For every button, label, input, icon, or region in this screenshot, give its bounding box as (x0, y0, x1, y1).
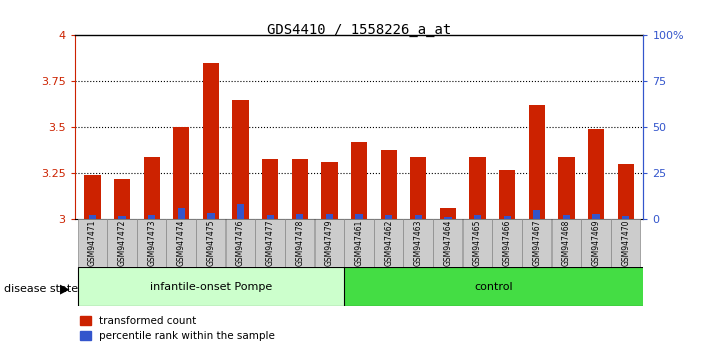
Bar (582, 219, 611, 267)
Bar (314, 219, 344, 267)
Bar (321, 162, 338, 219)
Text: GDS4410 / 1558226_a_at: GDS4410 / 1558226_a_at (267, 23, 451, 37)
Bar (380, 149, 397, 219)
Bar (622, 216, 629, 219)
Text: GSM947476: GSM947476 (236, 219, 245, 266)
Bar (326, 214, 333, 219)
Bar (114, 179, 130, 219)
Bar (226, 219, 255, 267)
Bar (588, 129, 604, 219)
Text: GSM947477: GSM947477 (266, 219, 274, 266)
Bar (533, 210, 540, 219)
Bar (267, 216, 274, 219)
Text: GSM947470: GSM947470 (621, 219, 630, 266)
Bar (503, 216, 510, 219)
Bar (522, 219, 551, 267)
Text: GSM947471: GSM947471 (88, 219, 97, 266)
Bar (262, 159, 278, 219)
Bar (374, 219, 403, 267)
Text: GSM947461: GSM947461 (355, 219, 363, 266)
Bar (166, 219, 196, 267)
Text: GSM947465: GSM947465 (473, 219, 482, 266)
Text: GSM947479: GSM947479 (325, 219, 334, 266)
Text: GSM947463: GSM947463 (414, 219, 423, 266)
Bar (558, 157, 574, 219)
Bar (77, 219, 107, 267)
Bar (592, 214, 599, 219)
Text: disease state: disease state (4, 284, 77, 293)
Bar (410, 157, 427, 219)
Bar (119, 216, 126, 219)
Text: GSM947478: GSM947478 (295, 219, 304, 266)
Text: GSM947468: GSM947468 (562, 219, 571, 266)
Bar (255, 219, 284, 267)
Bar (529, 105, 545, 219)
Bar (344, 267, 643, 306)
Bar (618, 164, 634, 219)
Bar (77, 267, 346, 306)
Bar (208, 213, 215, 219)
Bar (137, 219, 166, 267)
Bar (440, 209, 456, 219)
Text: GSM947474: GSM947474 (177, 219, 186, 266)
Bar (499, 170, 515, 219)
Text: GSM947472: GSM947472 (117, 219, 127, 266)
Bar (385, 215, 392, 219)
Text: GSM947467: GSM947467 (533, 219, 541, 266)
Bar (474, 216, 481, 219)
Bar (292, 159, 308, 219)
Legend: transformed count, percentile rank within the sample: transformed count, percentile rank withi… (76, 312, 279, 345)
Bar (492, 219, 522, 267)
Bar (404, 219, 433, 267)
Bar (148, 216, 155, 219)
Bar (463, 219, 492, 267)
Bar (444, 217, 451, 219)
Text: GSM947475: GSM947475 (206, 219, 215, 266)
Bar (237, 204, 244, 219)
Bar (196, 219, 225, 267)
Bar (415, 216, 422, 219)
Bar (178, 209, 185, 219)
Bar (351, 142, 367, 219)
Bar (433, 219, 462, 267)
Text: infantile-onset Pompe: infantile-onset Pompe (150, 282, 272, 292)
Bar (144, 157, 160, 219)
Bar (296, 214, 304, 219)
Bar (203, 63, 219, 219)
Text: control: control (475, 282, 513, 292)
Bar (552, 219, 581, 267)
Bar (107, 219, 137, 267)
Text: GSM947469: GSM947469 (592, 219, 601, 266)
Bar (611, 219, 640, 267)
Bar (469, 157, 486, 219)
Bar (356, 214, 363, 219)
Bar (89, 215, 96, 219)
Bar (285, 219, 314, 267)
Text: GSM947473: GSM947473 (147, 219, 156, 266)
Text: GSM947466: GSM947466 (503, 219, 512, 266)
Bar (173, 127, 189, 219)
Text: GSM947464: GSM947464 (444, 219, 452, 266)
Bar (344, 219, 373, 267)
Text: ▶: ▶ (60, 282, 70, 295)
Text: GSM947462: GSM947462 (384, 219, 393, 266)
Bar (232, 100, 249, 219)
Bar (85, 175, 100, 219)
Bar (563, 216, 570, 219)
